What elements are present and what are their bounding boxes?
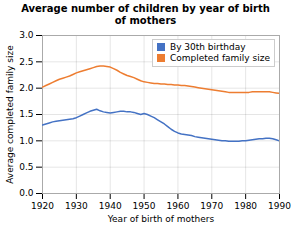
svg-text:1980: 1980 (234, 201, 257, 211)
svg-text:1960: 1960 (166, 201, 189, 211)
svg-text:Average completed family size: Average completed family size (5, 45, 15, 184)
svg-text:Year of birth of mothers: Year of birth of mothers (107, 214, 215, 224)
svg-text:0.0: 0.0 (19, 188, 34, 198)
svg-text:2.0: 2.0 (19, 83, 34, 93)
svg-text:3.0: 3.0 (19, 30, 34, 40)
svg-text:1940: 1940 (99, 201, 122, 211)
svg-text:1930: 1930 (65, 201, 88, 211)
svg-text:1.0: 1.0 (19, 136, 34, 146)
svg-text:0.5: 0.5 (19, 162, 33, 172)
html-text:By 30th birthday: By 30th birthday (170, 42, 246, 52)
html-text:Average number of children by: Average number of children by year of bi… (21, 3, 270, 26)
svg-text:1950: 1950 (133, 201, 156, 211)
svg-text:2.5: 2.5 (19, 57, 33, 67)
html-text:Completed family size: Completed family size (170, 53, 270, 63)
svg-text:1990: 1990 (268, 201, 291, 211)
svg-text:1970: 1970 (200, 201, 223, 211)
svg-text:1920: 1920 (31, 201, 54, 211)
svg-text:1.5: 1.5 (19, 109, 33, 119)
